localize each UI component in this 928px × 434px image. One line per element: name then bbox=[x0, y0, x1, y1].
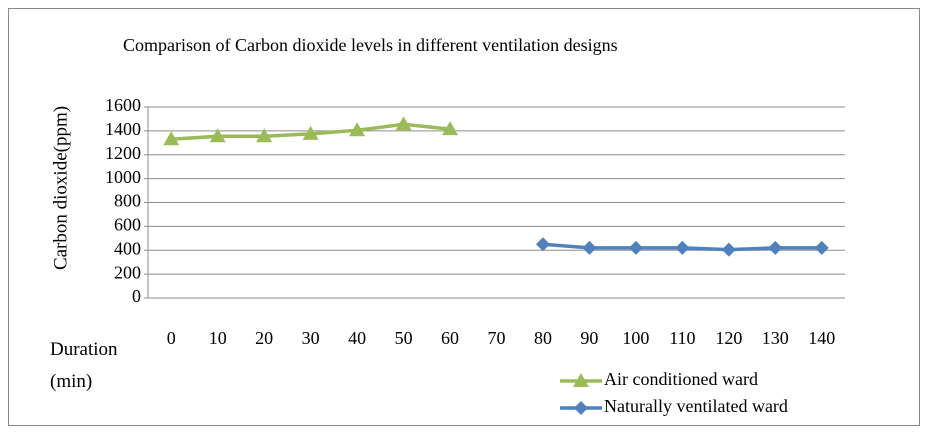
marker bbox=[582, 240, 597, 255]
x-tick-label: 140 bbox=[808, 328, 835, 348]
legend-label: Air conditioned ward bbox=[604, 369, 758, 389]
marker bbox=[256, 128, 273, 143]
x-tick-label: 120 bbox=[715, 328, 742, 348]
x-tick-label: 10 bbox=[209, 328, 227, 348]
marker bbox=[163, 131, 180, 146]
marker bbox=[395, 116, 412, 131]
marker bbox=[442, 121, 459, 136]
x-tick-label: 40 bbox=[348, 328, 366, 348]
legend-marker bbox=[574, 401, 588, 415]
y-tick-label: 1000 bbox=[105, 167, 141, 187]
y-tick-label: 600 bbox=[114, 215, 141, 235]
marker bbox=[628, 240, 643, 255]
legend-label: Naturally ventilated ward bbox=[604, 396, 788, 416]
marker bbox=[768, 240, 783, 255]
x-tick-label: 90 bbox=[580, 328, 598, 348]
x-tick-label: 100 bbox=[622, 328, 649, 348]
marker bbox=[349, 122, 366, 137]
x-tick-label: 0 bbox=[167, 328, 176, 348]
marker bbox=[209, 128, 226, 143]
x-tick-label: 20 bbox=[255, 328, 273, 348]
y-tick-label: 200 bbox=[114, 262, 141, 282]
y-tick-label: 0 bbox=[132, 286, 141, 306]
chart-border bbox=[8, 8, 920, 426]
y-tick-label: 1400 bbox=[105, 119, 141, 139]
y-tick-label: 1200 bbox=[105, 143, 141, 163]
y-tick-label: 800 bbox=[114, 191, 141, 211]
marker bbox=[814, 240, 829, 255]
x-tick-label: 70 bbox=[488, 328, 506, 348]
x-tick-label: 130 bbox=[762, 328, 789, 348]
x-tick-label: 30 bbox=[302, 328, 320, 348]
legend-marker bbox=[573, 373, 589, 387]
marker bbox=[675, 240, 690, 255]
y-axis-label: Carbon dioxide(ppm) bbox=[50, 106, 71, 270]
x-tick-label: 60 bbox=[441, 328, 459, 348]
y-tick-label: 1600 bbox=[105, 95, 141, 115]
chart-title: Comparison of Carbon dioxide levels in d… bbox=[123, 35, 618, 55]
x-tick-label: 110 bbox=[669, 328, 695, 348]
marker bbox=[302, 125, 319, 140]
x-tick-label: 50 bbox=[395, 328, 413, 348]
x-tick-label: 80 bbox=[534, 328, 552, 348]
x-axis-label: Duration (min) bbox=[50, 339, 118, 392]
marker bbox=[721, 242, 736, 257]
y-tick-label: 400 bbox=[114, 238, 141, 258]
marker bbox=[535, 237, 550, 252]
